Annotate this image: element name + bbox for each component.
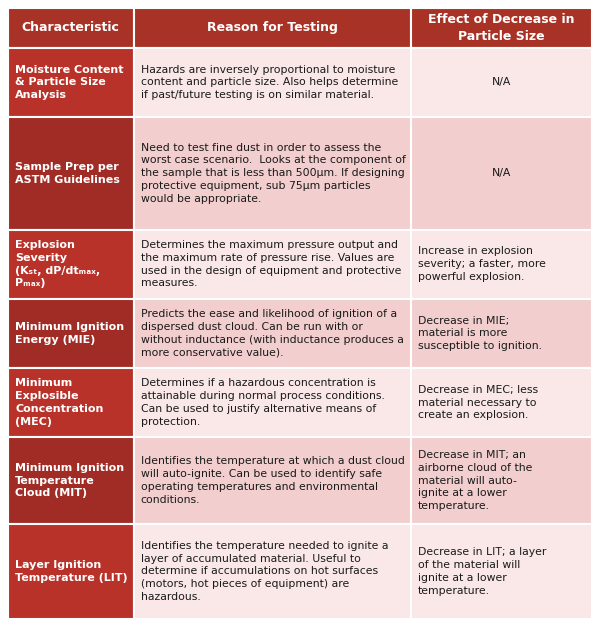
Bar (134, 437, 411, 524)
Text: N/A: N/A (492, 168, 511, 178)
Text: Minimum Ignition
Temperature
Cloud (MIT): Minimum Ignition Temperature Cloud (MIT) (15, 463, 124, 498)
Text: Identifies the temperature needed to ignite a
layer of accumulated material. Use: Identifies the temperature needed to ign… (140, 541, 388, 602)
Bar (134, 229, 411, 299)
Text: Hazards are inversely proportional to moisture
content and particle size. Also h: Hazards are inversely proportional to mo… (140, 65, 398, 100)
Bar (134, 368, 411, 437)
Text: Characteristic: Characteristic (22, 21, 120, 34)
Text: Determines if a hazardous concentration is
attainable during normal process cond: Determines if a hazardous concentration … (140, 379, 385, 427)
Text: Decrease in LIT; a layer
of the material will
ignite at a lower
temperature.: Decrease in LIT; a layer of the material… (418, 547, 547, 596)
Bar (8, 48, 134, 117)
Text: Decrease in MIT; an
airborne cloud of the
material will auto-
ignite at a lower
: Decrease in MIT; an airborne cloud of th… (418, 450, 532, 511)
Bar (411, 8, 592, 48)
Text: N/A: N/A (492, 77, 511, 87)
Bar (8, 229, 134, 299)
Bar (8, 117, 134, 229)
Text: Effect of Decrease in
Particle Size: Effect of Decrease in Particle Size (428, 13, 575, 43)
Bar (134, 299, 411, 368)
Text: Minimum Ignition
Energy (MIE): Minimum Ignition Energy (MIE) (15, 322, 124, 345)
Text: Decrease in MIE;
material is more
susceptible to ignition.: Decrease in MIE; material is more suscep… (418, 315, 542, 351)
Bar (8, 368, 134, 437)
Bar (411, 437, 592, 524)
Bar (411, 368, 592, 437)
Bar (8, 524, 134, 619)
Text: Minimum
Explosible
Concentration
(MEC): Minimum Explosible Concentration (MEC) (15, 379, 103, 427)
Text: Increase in explosion
severity; a faster, more
powerful explosion.: Increase in explosion severity; a faster… (418, 246, 546, 282)
Bar (8, 8, 134, 48)
Bar (411, 117, 592, 229)
Text: Moisture Content
& Particle Size
Analysis: Moisture Content & Particle Size Analysi… (15, 65, 124, 100)
Text: Predicts the ease and likelihood of ignition of a
dispersed dust cloud. Can be r: Predicts the ease and likelihood of igni… (140, 309, 403, 357)
Bar (134, 117, 411, 229)
Text: Need to test fine dust in order to assess the
worst case scenario.  Looks at the: Need to test fine dust in order to asses… (140, 143, 406, 204)
Text: Decrease in MEC; less
material necessary to
create an explosion.: Decrease in MEC; less material necessary… (418, 385, 538, 421)
Text: Explosion
Severity
(Kₛₜ, dP/dtₘₐₓ,
Pₘₐₓ): Explosion Severity (Kₛₜ, dP/dtₘₐₓ, Pₘₐₓ) (15, 240, 100, 288)
Text: Identifies the temperature at which a dust cloud
will auto-ignite. Can be used t: Identifies the temperature at which a du… (140, 456, 404, 505)
Bar (411, 524, 592, 619)
Bar (411, 299, 592, 368)
Bar (134, 8, 411, 48)
Bar (134, 48, 411, 117)
Text: Layer Ignition
Temperature (LIT): Layer Ignition Temperature (LIT) (15, 560, 128, 583)
Text: Reason for Testing: Reason for Testing (207, 21, 338, 34)
Text: Sample Prep per
ASTM Guidelines: Sample Prep per ASTM Guidelines (15, 162, 120, 185)
Bar (134, 524, 411, 619)
Bar (411, 229, 592, 299)
Bar (8, 299, 134, 368)
Bar (411, 48, 592, 117)
Bar (8, 437, 134, 524)
Text: Determines the maximum pressure output and
the maximum rate of pressure rise. Va: Determines the maximum pressure output a… (140, 240, 401, 288)
